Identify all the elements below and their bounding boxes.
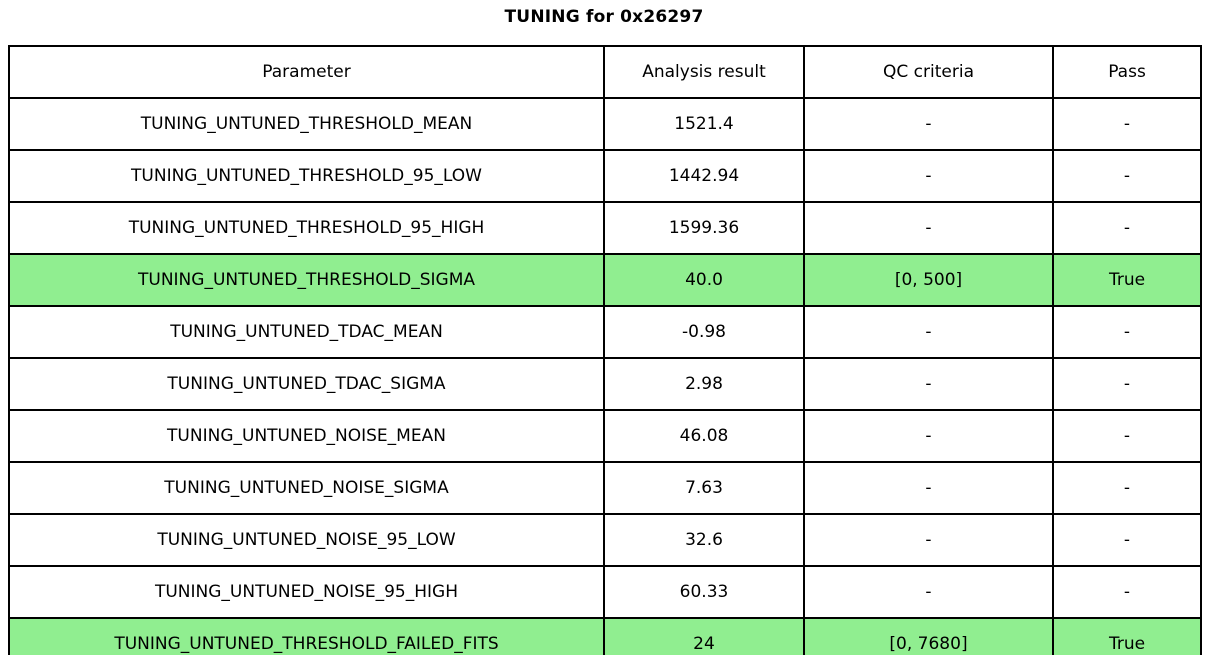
pass-cell: -	[1052, 97, 1202, 151]
column-header-analysis-result: Analysis result	[603, 45, 805, 99]
qc-criteria-cell: [0, 7680]	[803, 617, 1054, 655]
table-header-row: Parameter Analysis result QC criteria Pa…	[8, 45, 1202, 99]
column-header-qc-criteria: QC criteria	[803, 45, 1054, 99]
column-header-pass: Pass	[1052, 45, 1202, 99]
analysis-result-cell: 1521.4	[603, 97, 805, 151]
pass-cell: -	[1052, 201, 1202, 255]
analysis-result-cell: 46.08	[603, 409, 805, 463]
analysis-result-cell: 1599.36	[603, 201, 805, 255]
analysis-result-cell: 32.6	[603, 513, 805, 567]
column-header-parameter: Parameter	[8, 45, 605, 99]
parameter-cell: TUNING_UNTUNED_TDAC_SIGMA	[8, 357, 605, 411]
table-row: TUNING_UNTUNED_THRESHOLD_FAILED_FITS 24 [0…	[8, 617, 1202, 655]
parameter-cell: TUNING_UNTUNED_NOISE_SIGMA	[8, 461, 605, 515]
analysis-result-cell: 2.98	[603, 357, 805, 411]
analysis-result-cell: 1442.94	[603, 149, 805, 203]
qc-criteria-cell: [0, 500]	[803, 253, 1054, 307]
parameter-cell: TUNING_UNTUNED_THRESHOLD_MEAN	[8, 97, 605, 151]
table-row: TUNING_UNTUNED_THRESHOLD_95_LOW 1442.94- -	[8, 149, 1202, 203]
qc-results-table: Parameter Analysis result QC criteria Pa…	[8, 45, 1202, 655]
analysis-result-cell: 7.63	[603, 461, 805, 515]
pass-cell: True	[1052, 253, 1202, 307]
parameter-cell: TUNING_UNTUNED_NOISE_MEAN	[8, 409, 605, 463]
parameter-cell: TUNING_UNTUNED_NOISE_95_HIGH	[8, 565, 605, 619]
analysis-result-cell: 40.0	[603, 253, 805, 307]
table-row: TUNING_UNTUNED_TDAC_MEAN -0.98- -	[8, 305, 1202, 359]
pass-cell: -	[1052, 357, 1202, 411]
table-row: TUNING_UNTUNED_TDAC_SIGMA 2.98- -	[8, 357, 1202, 411]
parameter-cell: TUNING_UNTUNED_THRESHOLD_FAILED_FITS	[8, 617, 605, 655]
table-row: TUNING_UNTUNED_NOISE_SIGMA 7.63- -	[8, 461, 1202, 515]
pass-cell: -	[1052, 513, 1202, 567]
parameter-cell: TUNING_UNTUNED_THRESHOLD_95_LOW	[8, 149, 605, 203]
pass-cell: True	[1052, 617, 1202, 655]
analysis-result-cell: 60.33	[603, 565, 805, 619]
table-row: TUNING_UNTUNED_THRESHOLD_MEAN 1521.4- -	[8, 97, 1202, 151]
table-row: TUNING_UNTUNED_NOISE_MEAN 46.08- -	[8, 409, 1202, 463]
table-row: TUNING_UNTUNED_NOISE_95_LOW 32.6- -	[8, 513, 1202, 567]
table-row: TUNING_UNTUNED_THRESHOLD_SIGMA 40.0 [0, 50…	[8, 253, 1202, 307]
analysis-result-cell: 24	[603, 617, 805, 655]
qc-criteria-cell: -	[803, 149, 1054, 203]
qc-criteria-cell: -	[803, 97, 1054, 151]
page-title: TUNING for 0x26297	[504, 7, 704, 27]
parameter-cell: TUNING_UNTUNED_THRESHOLD_SIGMA	[8, 253, 605, 307]
pass-cell: -	[1052, 461, 1202, 515]
analysis-result-cell: -0.98	[603, 305, 805, 359]
pass-cell: -	[1052, 149, 1202, 203]
qc-criteria-cell: -	[803, 201, 1054, 255]
qc-criteria-cell: -	[803, 565, 1054, 619]
parameter-cell: TUNING_UNTUNED_THRESHOLD_95_HIGH	[8, 201, 605, 255]
parameter-cell: TUNING_UNTUNED_NOISE_95_LOW	[8, 513, 605, 567]
parameter-cell: TUNING_UNTUNED_TDAC_MEAN	[8, 305, 605, 359]
qc-criteria-cell: -	[803, 513, 1054, 567]
table-body: TUNING_UNTUNED_THRESHOLD_MEAN 1521.4- - TUN…	[8, 97, 1202, 655]
qc-criteria-cell: -	[803, 409, 1054, 463]
table-row: TUNING_UNTUNED_THRESHOLD_95_HIGH 1599.36-…	[8, 201, 1202, 255]
pass-cell: -	[1052, 305, 1202, 359]
table-row: TUNING_UNTUNED_NOISE_95_HIGH 60.33- -	[8, 565, 1202, 619]
pass-cell: -	[1052, 409, 1202, 463]
qc-criteria-cell: -	[803, 461, 1054, 515]
qc-criteria-cell: -	[803, 305, 1054, 359]
pass-cell: -	[1052, 565, 1202, 619]
qc-criteria-cell: -	[803, 357, 1054, 411]
